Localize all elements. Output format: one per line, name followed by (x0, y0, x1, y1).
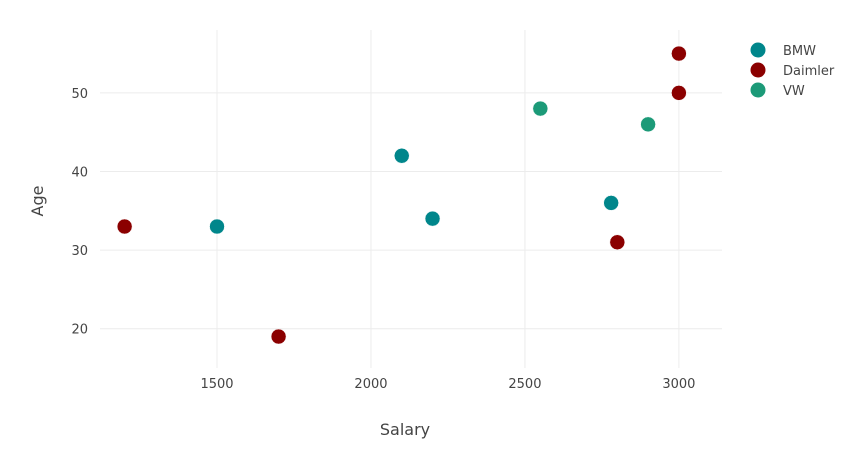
legend-label-bmw: BMW (783, 44, 816, 59)
x-tick-label: 3000 (662, 377, 695, 392)
legend-item-bmw[interactable]: BMW (750, 42, 817, 60)
legend-label-daimler: Daimler (783, 64, 835, 79)
y-axis-title: Age (28, 186, 47, 217)
series-vw (532, 100, 656, 133)
vw-data-point[interactable] (532, 100, 549, 117)
legend-item-daimler[interactable]: Daimler (750, 62, 835, 80)
y-tick-label: 30 (71, 244, 88, 259)
data-points (116, 45, 687, 345)
tick-labels: 1500 2000 2500 3000 20 30 40 50 (71, 87, 695, 392)
bmw-data-point[interactable] (424, 210, 441, 227)
daimler-data-point[interactable] (671, 85, 687, 101)
legend-marker-daimler (750, 62, 766, 78)
bmw-data-point[interactable] (209, 218, 225, 235)
daimler-data-point[interactable] (671, 45, 687, 62)
y-tick-label: 40 (71, 165, 88, 180)
x-tick-label: 2000 (354, 377, 387, 392)
vw-data-point[interactable] (640, 116, 656, 133)
series-daimler (116, 45, 687, 345)
x-tick-label: 1500 (200, 377, 233, 392)
daimler-data-point[interactable] (116, 218, 133, 235)
x-tick-label: 2500 (508, 377, 541, 392)
bmw-data-point[interactable] (394, 148, 410, 164)
legend-item-vw[interactable]: VW (750, 82, 805, 100)
daimler-data-point[interactable] (609, 234, 626, 250)
daimler-data-point[interactable] (270, 328, 287, 345)
legend-marker-bmw (750, 42, 766, 58)
grid (100, 30, 722, 368)
legend-marker-vw (750, 82, 766, 98)
legend-label-vw: VW (783, 84, 805, 99)
legend: BMW Daimler VW (750, 42, 835, 100)
y-tick-label: 50 (71, 87, 88, 102)
y-tick-label: 20 (71, 323, 88, 338)
series-bmw (209, 148, 619, 235)
bmw-data-point[interactable] (603, 195, 619, 211)
x-axis-title: Salary (380, 420, 430, 439)
